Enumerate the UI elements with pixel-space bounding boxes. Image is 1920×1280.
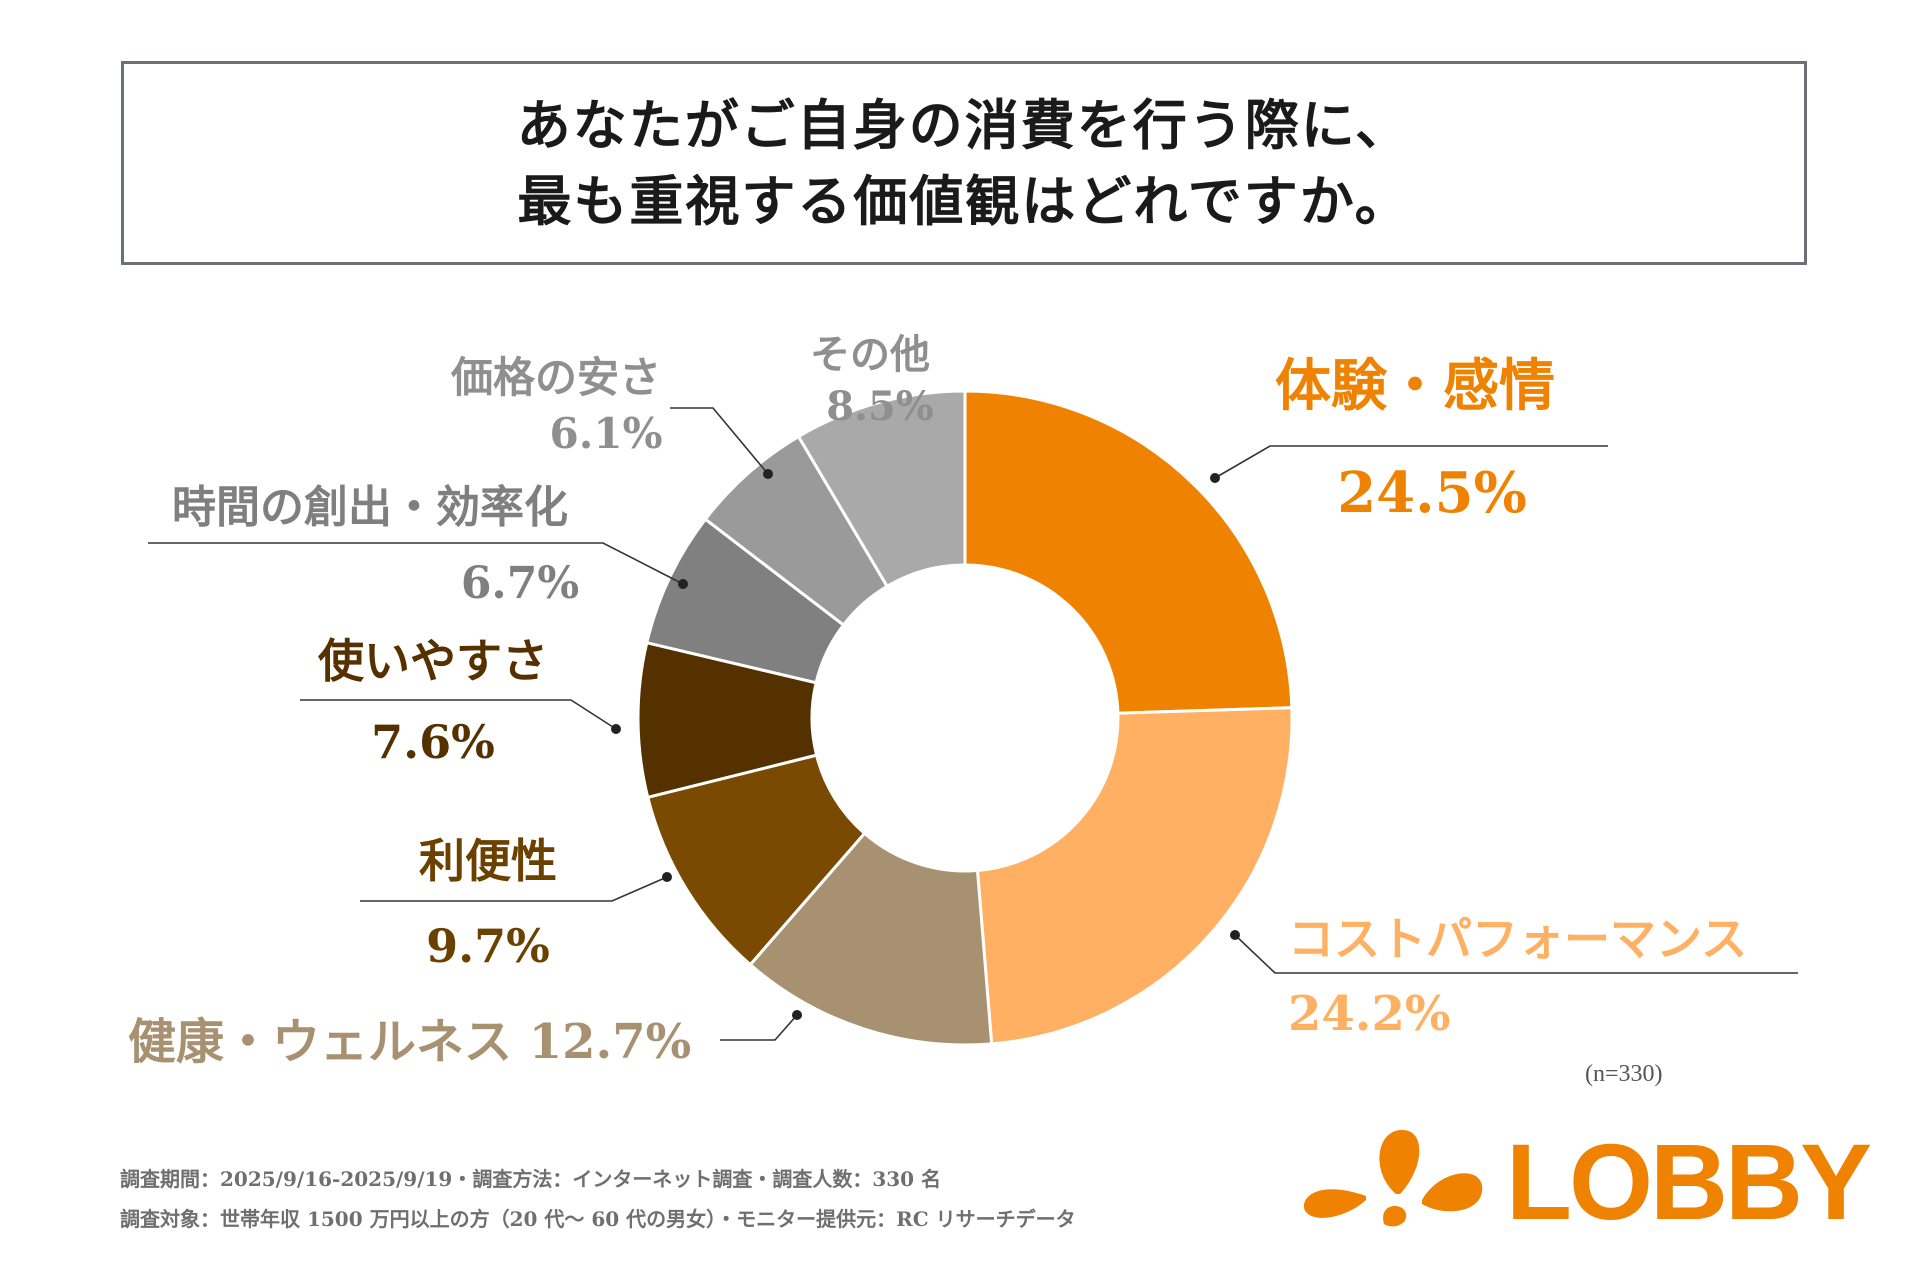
slice-name-8: その他 [810,331,930,378]
survey-footnote-line-2: 調査対象：世帯年収 1500 万円以上の方（20 代～ 60 代の男女）・モニタ… [120,1207,1076,1231]
leader-dot-2 [1230,930,1240,940]
slice-name-5: 使いやすさ [318,634,548,688]
slice-name-2: コストパフォーマンス [1288,912,1747,966]
slice-value-4: 9.7% [426,919,550,973]
slice-value-6: 6.7% [461,558,579,609]
leader-dot-7 [763,469,773,479]
slice-name-1: 体験・感情 [1275,353,1555,419]
leader-line-3 [720,1014,798,1041]
leader-dot-6 [678,579,688,589]
title-box: あなたがご自身の消費を行う際に、 最も重視する価値観はどれですか。 [121,61,1807,265]
leader-line-1 [1214,445,1608,479]
slice-value-8: 8.5% [826,383,934,430]
leader-dot-4 [662,872,672,882]
leader-line-7 [670,407,769,475]
leader-line-4 [360,876,668,902]
donut-slice-3 [748,831,994,1047]
donut-slice-2 [975,706,1294,1046]
survey-footnote-line-1: 調査期間：2025/9/16-2025/9/19・調査方法：インターネット調査・… [120,1167,942,1191]
leader-line-2 [1234,934,1798,974]
sample-size-label: (n=330) [1585,1061,1663,1087]
chart-title-line-1: あなたがご自身の消費を行う際に、 [516,93,1412,157]
slice-name-6: 時間の創出・効率化 [172,482,568,533]
slice-labels: 体験・感情 24.5% コストパフォーマンス 24.2% 健康・ウェルネス 12.7% 利… [128,331,1747,1070]
slice-name-7: 価格の安さ [450,353,661,402]
donut-slices [636,389,1294,1047]
leader-dot-3 [792,1010,802,1020]
leader-dot-1 [1210,473,1220,483]
slice-label-3: 健康・ウェルネス 12.7% [128,1014,691,1070]
slice-value-1: 24.5% [1337,460,1527,526]
leader-lines [148,407,1798,1041]
slice-value-2: 24.2% [1288,986,1451,1042]
donut-slice-8 [796,389,967,589]
slice-value-5: 7.6% [371,715,495,769]
donut-slice-1 [963,389,1294,715]
leader-line-5 [300,699,617,730]
lobby-logo-text: LOBBY [1506,1121,1872,1242]
chart-title-line-2: 最も重視する価値観はどれですか。 [517,169,1411,233]
lobby-logo-icon [1303,1129,1483,1227]
leader-dot-5 [611,724,621,734]
slice-value-7: 6.1% [550,409,663,458]
slice-name-4: 利便性 [419,834,557,888]
leader-line-6 [148,542,684,585]
